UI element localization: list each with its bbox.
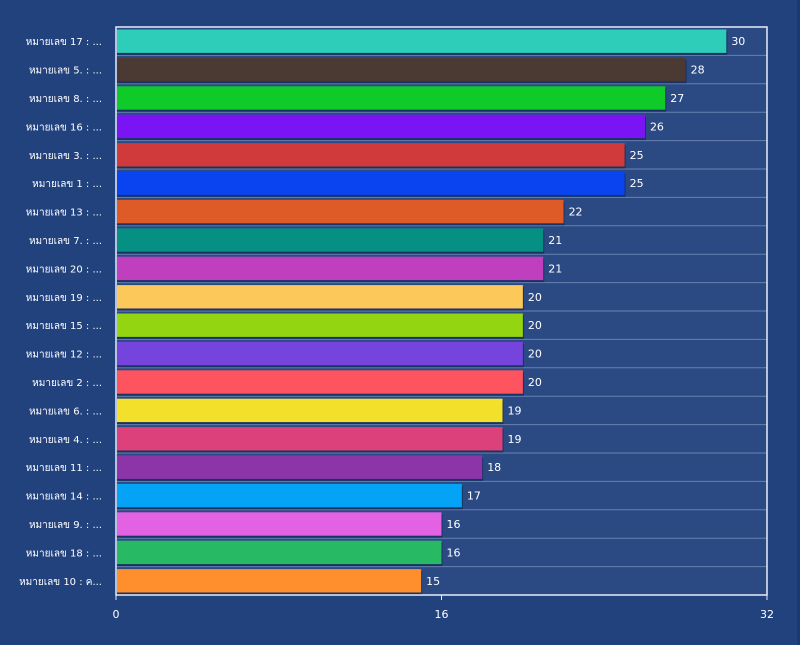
category-label: หมายเลข 1 : ... [32, 179, 102, 190]
category-label: หมายเลข 17 : ... [26, 37, 102, 48]
category-label: หมายเลข 12 : ... [26, 350, 102, 361]
bar[interactable] [117, 483, 462, 508]
category-label: หมายเลข 3. : ... [29, 151, 102, 162]
category-label: หมายเลข 4. : ... [29, 435, 102, 446]
bar[interactable] [117, 86, 666, 110]
data-label: 25 [630, 177, 644, 190]
data-label: 22 [569, 206, 583, 219]
bar[interactable] [117, 540, 442, 565]
data-label: 19 [508, 433, 522, 446]
x-tick-label: 0 [113, 608, 120, 621]
category-label: หมายเลข 6. : ... [29, 406, 102, 417]
data-label: 16 [447, 546, 461, 559]
bar[interactable] [117, 228, 544, 252]
category-label: หมายเลข 2 : ... [32, 378, 102, 389]
bar[interactable] [117, 256, 544, 281]
bar[interactable] [117, 171, 625, 195]
category-label: หมายเลข 11 : ... [26, 463, 102, 474]
category-label: หมายเลข 15 : ... [26, 321, 102, 332]
bar[interactable] [117, 143, 625, 167]
x-tick-label: 16 [435, 608, 449, 621]
category-label: หมายเลข 5. : ... [29, 66, 102, 77]
data-label: 27 [670, 92, 684, 105]
category-label: หมายเลข 18 : ... [26, 548, 102, 559]
data-label: 25 [630, 149, 644, 162]
bar[interactable] [117, 285, 523, 309]
data-label: 16 [447, 518, 461, 531]
data-label: 20 [528, 376, 542, 389]
data-label: 28 [691, 64, 705, 77]
category-label: หมายเลข 13 : ... [26, 208, 102, 219]
bar[interactable] [117, 370, 523, 394]
data-label: 17 [467, 490, 481, 503]
x-tick-label: 32 [760, 608, 774, 621]
bar[interactable] [117, 455, 483, 479]
bar[interactable] [117, 199, 564, 224]
data-label: 20 [528, 291, 542, 304]
bar[interactable] [117, 427, 503, 451]
data-label: 15 [426, 575, 440, 588]
category-label: หมายเลข 9. : ... [29, 520, 102, 531]
bar[interactable] [117, 29, 727, 53]
data-label: 18 [487, 461, 501, 474]
bar[interactable] [117, 512, 442, 536]
data-label: 19 [508, 404, 522, 417]
data-label: 20 [528, 348, 542, 361]
bar[interactable] [117, 114, 645, 139]
data-label: 26 [650, 120, 664, 133]
bar[interactable] [117, 313, 523, 337]
bar[interactable] [117, 57, 686, 82]
bar[interactable] [117, 341, 523, 366]
data-label: 21 [548, 262, 562, 275]
category-label: หมายเลข 16 : ... [26, 122, 102, 133]
category-label: หมายเลข 8. : ... [29, 94, 102, 105]
category-label: หมายเลข 19 : ... [26, 293, 102, 304]
data-label: 21 [548, 234, 562, 247]
bar[interactable] [117, 398, 503, 423]
category-label: หมายเลข 20 : ... [26, 264, 102, 275]
bar[interactable] [117, 569, 422, 593]
category-label: หมายเลข 7. : ... [29, 236, 102, 247]
category-label: หมายเลข 14 : ... [26, 492, 102, 503]
category-label: หมายเลข 10 : ค... [19, 577, 102, 588]
data-label: 20 [528, 319, 542, 332]
data-label: 30 [731, 35, 745, 48]
